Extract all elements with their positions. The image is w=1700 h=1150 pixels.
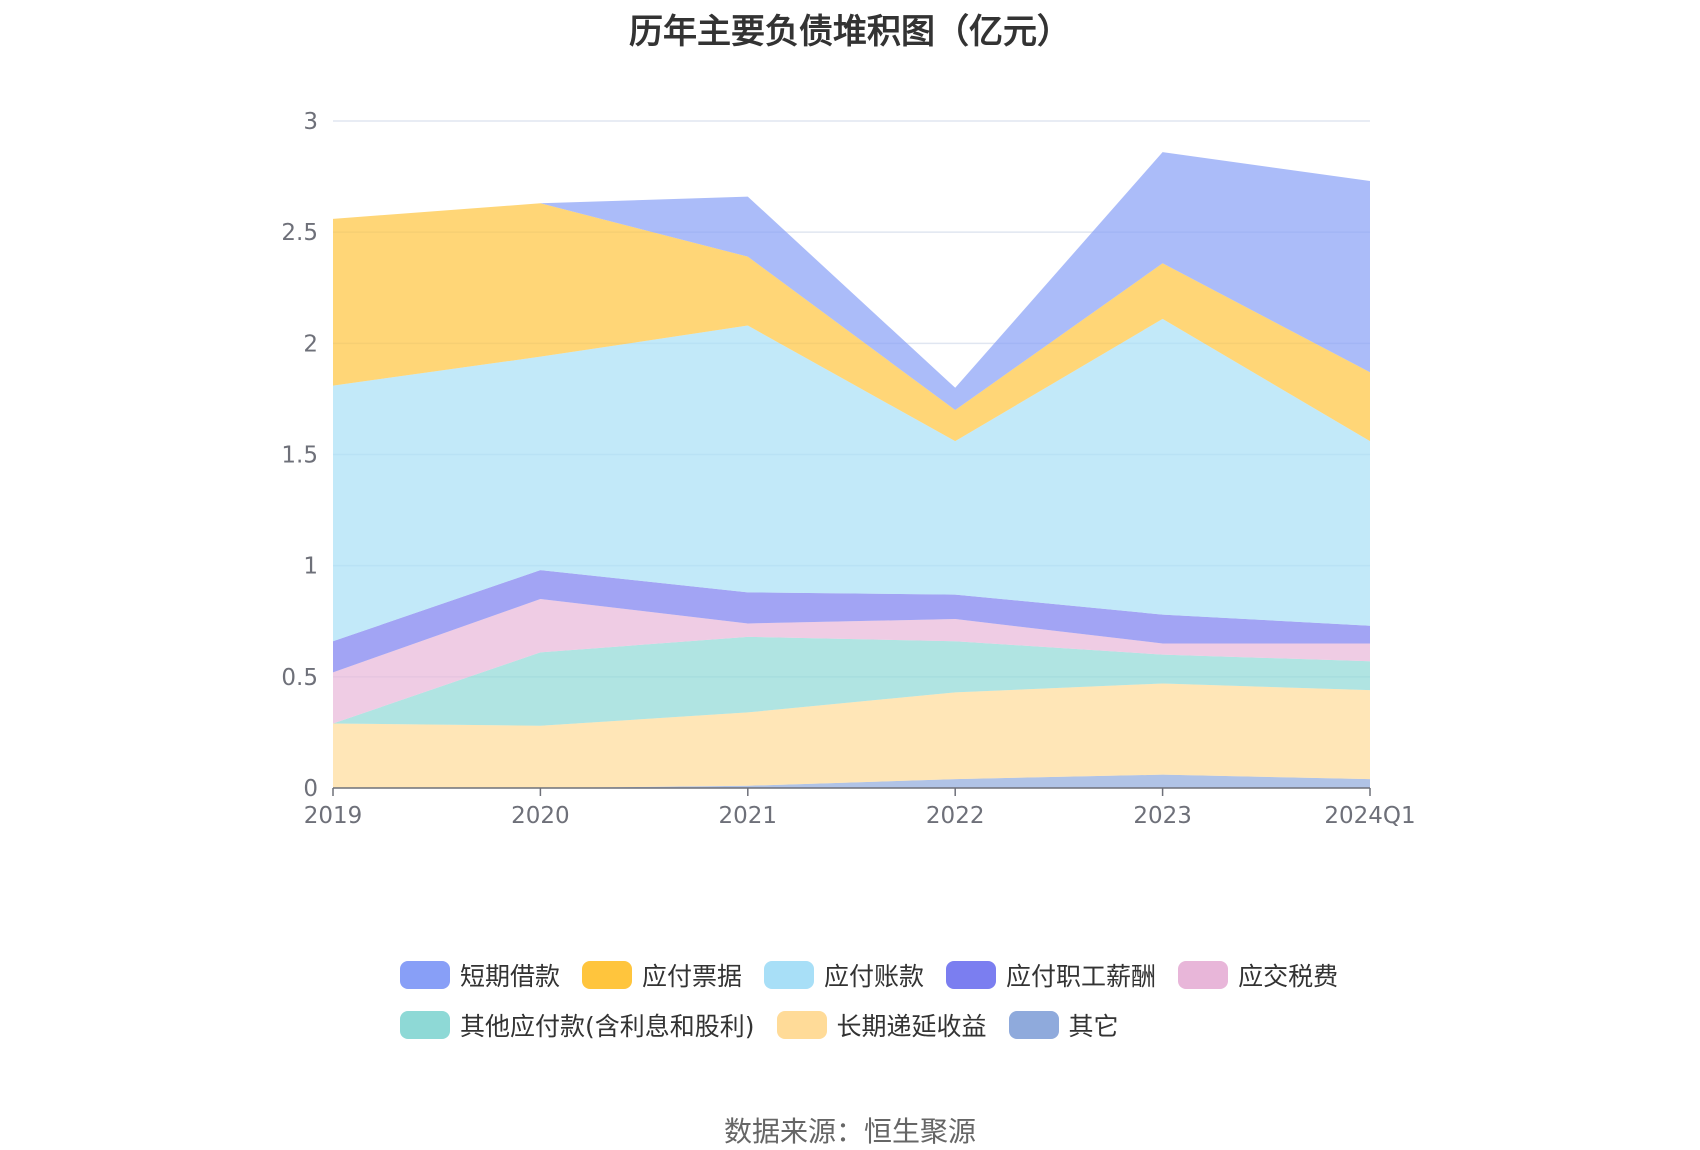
legend-item[interactable]: 应付票据 [582,957,742,993]
legend-swatch [764,961,815,989]
x-tick-label: 2020 [511,803,570,829]
area-series-3 [333,599,1370,724]
area-series-layer [333,152,1370,788]
y-tick-label: 2.5 [281,220,318,246]
legend-swatch [776,1011,827,1039]
area-series-1 [333,683,1370,788]
legend-swatch [946,961,997,989]
legend-item[interactable]: 长期递延收益 [776,1007,987,1043]
y-tick-label: 0.5 [281,665,318,691]
legend-label: 长期递延收益 [836,1012,987,1041]
legend-item[interactable]: 应付职工薪酬 [946,957,1156,993]
y-tick-label: 3 [303,109,318,135]
y-tick-label: 0 [303,776,318,802]
legend-item[interactable]: 应付账款 [764,957,924,993]
area-series-6 [333,203,1370,442]
legend-row: 短期借款 应付票据 应付账款 应付职工薪酬 应交税费 [400,950,1400,1000]
legend-item[interactable]: 应交税费 [1178,957,1338,993]
legend-row: 其他应付款(含利息和股利) 长期递延收益 其它 [400,1000,1400,1050]
legend-label: 其他应付款(含利息和股利) [460,1012,755,1041]
x-tick-label: 2019 [304,803,363,829]
legend-swatch [400,1011,450,1039]
legend-item[interactable]: 其他应付款(含利息和股利) [400,1007,755,1043]
x-tick-label: 2023 [1133,803,1192,829]
area-series-0 [333,774,1370,788]
area-series-7 [333,152,1370,411]
legend-label: 应付职工薪酬 [1006,962,1157,991]
legend-swatch [400,961,450,989]
x-tick-label: 2024Q1 [1324,803,1415,829]
legend-label: 应交税费 [1238,962,1339,991]
y-tick-label: 1.5 [281,443,318,469]
legend: 短期借款 应付票据 应付账款 应付职工薪酬 应交税费 其他应付款(含利息和股利) 长期递延… [400,950,1400,1050]
area-series-4 [333,570,1370,673]
legend-label: 应付票据 [642,962,743,991]
legend-swatch [1008,1011,1059,1039]
legend-swatch [1178,961,1229,989]
x-tick-label: 2021 [719,803,778,829]
chart-title: 历年主要负债堆积图（亿元） [629,12,1071,52]
legend-item[interactable]: 短期借款 [400,957,560,993]
legend-label: 应付账款 [824,962,925,991]
source-note: 数据来源：恒生聚源 [723,1115,976,1148]
y-tick-label: 2 [303,331,318,357]
legend-label: 短期借款 [460,962,561,991]
y-tick-label: 1 [303,554,318,580]
area-series-5 [333,318,1370,642]
legend-label: 其它 [1068,1012,1119,1041]
legend-swatch [582,961,633,989]
area-series-2 [333,636,1370,726]
axes: 0 0.5 1 1.5 2 2.5 3 2019 2020 2021 2022 2023 2024Q1 [281,109,1415,829]
legend-item[interactable]: 其它 [1008,1007,1119,1043]
x-tick-label: 2022 [926,803,985,829]
